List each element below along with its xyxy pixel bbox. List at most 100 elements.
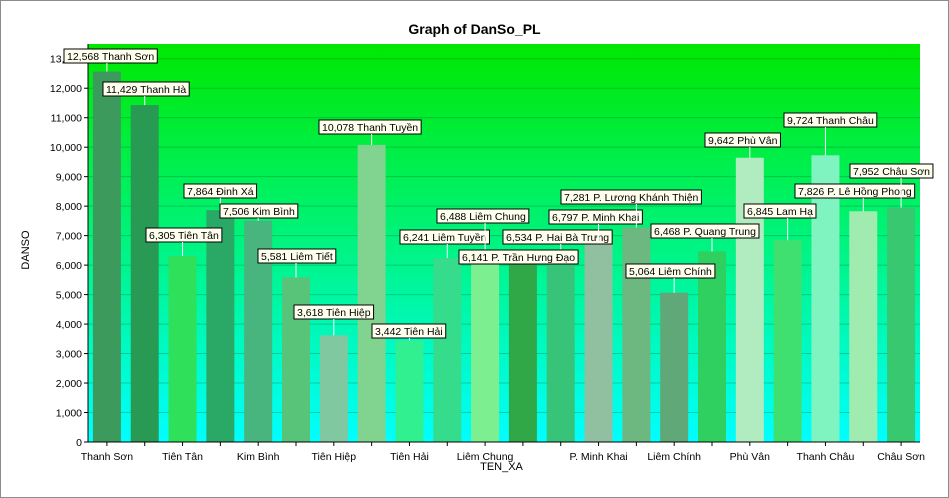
data-label: 6,241 Liêm Tuyền	[399, 229, 490, 259]
bar	[395, 340, 424, 442]
bar	[357, 144, 386, 443]
data-label: 6,141 P. Trần Hưng Đạo	[458, 249, 579, 265]
data-label: 6,845 Lam Hạ	[743, 203, 817, 241]
x-tick-label: Tiên Hải	[390, 451, 429, 463]
data-label-box	[145, 227, 223, 243]
data-label: 11,429 Thanh Hà	[102, 81, 190, 106]
bar	[735, 157, 764, 442]
x-tick-label: Thanh Châu	[797, 451, 855, 463]
y-tick-label: 8,000	[56, 201, 82, 213]
data-label: 12,568 Thanh Sơn	[63, 48, 158, 72]
data-label: 6,797 P. Minh Khai	[548, 209, 643, 242]
data-label-text: 11,429 Thanh Hà	[106, 84, 186, 96]
data-label-box	[650, 223, 760, 239]
data-label-box	[794, 183, 916, 199]
data-label-box	[849, 163, 934, 179]
bar	[471, 250, 500, 442]
bar	[660, 292, 689, 442]
x-tick-label: Thanh Sơn	[81, 451, 134, 463]
data-label: 3,618 Tiên Hiệp	[293, 304, 375, 336]
axes: 0 1,000 2,000 3,000 4,000 5,000 6,000 7,000 8,00…	[50, 44, 925, 463]
bar	[849, 211, 878, 442]
bar	[887, 207, 916, 442]
y-tick-label: 3,000	[56, 349, 82, 361]
data-label-text: 6,305 Tiên Tân	[149, 230, 219, 242]
bar	[773, 240, 802, 442]
y-tick-label: 7,000	[56, 231, 82, 243]
data-label-box	[625, 263, 716, 279]
data-label-text: 6,468 P. Quang Trung	[654, 226, 756, 238]
x-tick-label: Liêm Chung	[457, 451, 514, 463]
bar	[92, 71, 121, 442]
x-axis-label: TEN_XA	[480, 461, 523, 473]
data-label-box	[458, 249, 579, 265]
data-label-text: 6,534 P. Hai Bà Trưng	[506, 232, 609, 244]
data-label-text: 10,078 Thanh Tuyền	[322, 122, 418, 134]
data-label-text: 12,568 Thanh Sơn	[67, 51, 154, 63]
x-tick-label: Liêm Chính	[647, 451, 701, 463]
data-label-text: 6,488 Liêm Chung	[440, 211, 526, 223]
data-label-text: 7,826 P. Lê Hồng Phong	[798, 186, 912, 198]
data-label: 7,281 P. Lương Khánh Thiện	[560, 189, 702, 228]
bar	[282, 277, 310, 442]
data-label: 6,534 P. Hai Bà Trưng	[502, 229, 613, 250]
data-label: 7,952 Châu Sơn	[849, 163, 934, 208]
data-label-text: 7,952 Châu Sơn	[853, 166, 930, 178]
data-label-text: 3,618 Tiên Hiệp	[297, 307, 371, 319]
data-label-box	[371, 323, 447, 339]
y-tick-label: 10,000	[50, 142, 82, 154]
data-label: 3,442 Tiên Hải	[371, 323, 447, 341]
data-label: 9,642 Phù Vân	[704, 132, 781, 158]
bar	[546, 249, 575, 442]
x-tick-label: Tiên Tân	[162, 451, 203, 463]
bar	[319, 335, 348, 442]
data-label-text: 7,506 Kim Bình	[223, 206, 295, 218]
data-labels: 12,568 Thanh Sơn 11,429 Thanh Hà 6,305 Tiê…	[63, 48, 934, 341]
data-label-text: 6,241 Liêm Tuyền	[403, 232, 487, 244]
bar	[584, 241, 613, 442]
data-label: 6,488 Liêm Chung	[436, 208, 530, 251]
data-label-box	[704, 132, 781, 148]
y-tick-label: 9,000	[56, 172, 82, 184]
data-label-text: 9,724 Thanh Châu	[787, 115, 874, 127]
data-label-text: 5,064 Liêm Chính	[629, 266, 712, 278]
bar	[130, 105, 159, 442]
x-tick-label: Châu Sơn	[877, 451, 925, 463]
data-label: 5,581 Liêm Tiết	[257, 248, 337, 278]
x-tick-label: Kim Bình	[237, 451, 280, 463]
y-tick-label: 5,000	[56, 290, 82, 302]
data-label-box	[399, 229, 490, 245]
data-label-box	[63, 48, 158, 64]
data-label: 6,305 Tiên Tân	[145, 227, 223, 257]
chart-title: Graph of DanSo_PL	[408, 21, 541, 37]
data-label: 7,864 Đinh Xá	[183, 183, 258, 211]
y-tick-label: 2,000	[56, 378, 82, 390]
data-label-box	[502, 229, 613, 245]
y-tick-label: 11,000	[51, 113, 82, 125]
y-tick-label: 6,000	[56, 260, 82, 272]
data-label-box	[743, 203, 817, 219]
data-label-text: 6,141 P. Trần Hưng Đạo	[462, 252, 575, 264]
data-label: 7,826 P. Lê Hồng Phong	[794, 183, 916, 212]
x-tick-label: P. Minh Khai	[569, 451, 627, 463]
data-label-box	[102, 81, 190, 97]
bar	[433, 258, 462, 442]
data-label: 9,724 Thanh Châu	[783, 112, 878, 156]
y-tick-label: 1,000	[56, 408, 82, 420]
data-label: 5,064 Liêm Chính	[625, 263, 716, 293]
x-tick-label: Phù Vân	[730, 451, 770, 463]
data-label-text: 7,864 Đinh Xá	[187, 186, 254, 198]
data-label-box	[318, 119, 422, 135]
data-label: 10,078 Thanh Tuyền	[318, 119, 422, 145]
y-tick-label: 0	[76, 437, 82, 449]
data-label-text: 5,581 Liêm Tiết	[261, 251, 333, 263]
data-label-box	[783, 112, 878, 128]
y-tick-label: 12,000	[50, 83, 82, 95]
data-label-text: 3,442 Tiên Hải	[375, 326, 443, 338]
bar	[811, 155, 840, 442]
data-label-box	[219, 203, 299, 219]
x-tick-label: Tiên Hiệp	[312, 451, 357, 463]
data-label-box	[436, 208, 530, 224]
